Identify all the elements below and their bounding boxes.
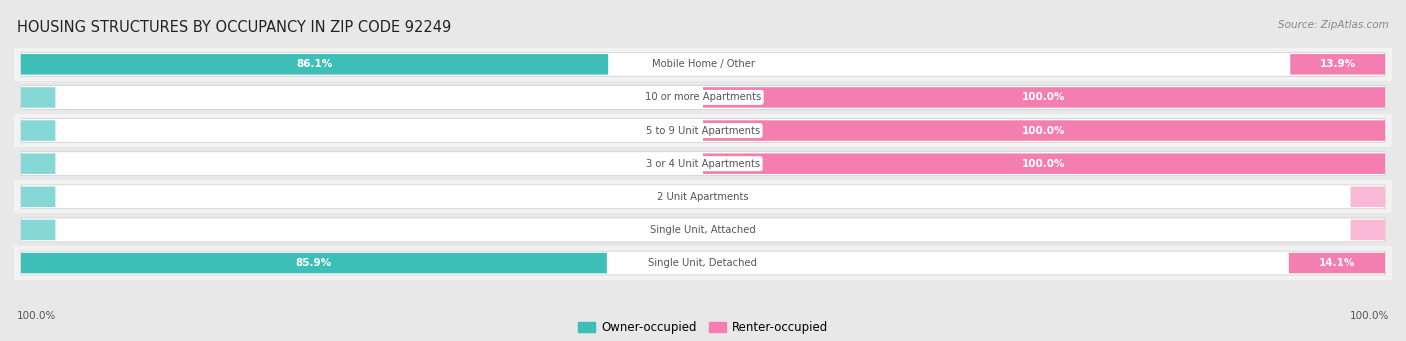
Text: Single Unit, Detached: Single Unit, Detached bbox=[648, 258, 758, 268]
Text: 13.9%: 13.9% bbox=[1320, 59, 1355, 69]
FancyBboxPatch shape bbox=[21, 54, 609, 75]
FancyBboxPatch shape bbox=[21, 53, 1385, 76]
Text: 0.0%: 0.0% bbox=[665, 192, 689, 202]
Text: HOUSING STRUCTURES BY OCCUPANCY IN ZIP CODE 92249: HOUSING STRUCTURES BY OCCUPANCY IN ZIP C… bbox=[17, 20, 451, 35]
FancyBboxPatch shape bbox=[21, 87, 55, 108]
FancyBboxPatch shape bbox=[14, 147, 1392, 180]
FancyBboxPatch shape bbox=[14, 114, 1392, 147]
FancyBboxPatch shape bbox=[703, 120, 1385, 141]
Text: 85.9%: 85.9% bbox=[295, 258, 332, 268]
Text: 0.0%: 0.0% bbox=[665, 92, 689, 102]
Text: 100.0%: 100.0% bbox=[1022, 125, 1066, 136]
FancyBboxPatch shape bbox=[21, 218, 1385, 242]
Text: 0.0%: 0.0% bbox=[665, 225, 689, 235]
Text: 100.0%: 100.0% bbox=[17, 311, 56, 321]
FancyBboxPatch shape bbox=[1289, 253, 1385, 273]
FancyBboxPatch shape bbox=[703, 153, 1385, 174]
FancyBboxPatch shape bbox=[14, 81, 1392, 114]
Legend: Owner-occupied, Renter-occupied: Owner-occupied, Renter-occupied bbox=[572, 316, 834, 339]
FancyBboxPatch shape bbox=[21, 185, 1385, 209]
Text: 0.0%: 0.0% bbox=[665, 159, 689, 169]
Text: 0.0%: 0.0% bbox=[717, 192, 741, 202]
Text: 10 or more Apartments: 10 or more Apartments bbox=[645, 92, 761, 102]
Text: 5 to 9 Unit Apartments: 5 to 9 Unit Apartments bbox=[645, 125, 761, 136]
FancyBboxPatch shape bbox=[21, 152, 1385, 176]
FancyBboxPatch shape bbox=[21, 119, 1385, 143]
Text: 0.0%: 0.0% bbox=[717, 225, 741, 235]
FancyBboxPatch shape bbox=[1351, 220, 1385, 240]
FancyBboxPatch shape bbox=[21, 220, 55, 240]
FancyBboxPatch shape bbox=[21, 153, 55, 174]
FancyBboxPatch shape bbox=[21, 120, 55, 141]
FancyBboxPatch shape bbox=[21, 86, 1385, 109]
Text: 3 or 4 Unit Apartments: 3 or 4 Unit Apartments bbox=[645, 159, 761, 169]
FancyBboxPatch shape bbox=[21, 251, 1385, 275]
FancyBboxPatch shape bbox=[21, 253, 607, 273]
Text: 86.1%: 86.1% bbox=[297, 59, 333, 69]
Text: 100.0%: 100.0% bbox=[1022, 159, 1066, 169]
FancyBboxPatch shape bbox=[1351, 187, 1385, 207]
Text: 100.0%: 100.0% bbox=[1350, 311, 1389, 321]
Text: 0.0%: 0.0% bbox=[665, 125, 689, 136]
Text: 14.1%: 14.1% bbox=[1319, 258, 1355, 268]
FancyBboxPatch shape bbox=[703, 87, 1385, 108]
Text: Source: ZipAtlas.com: Source: ZipAtlas.com bbox=[1278, 20, 1389, 30]
Text: Single Unit, Attached: Single Unit, Attached bbox=[650, 225, 756, 235]
Text: 2 Unit Apartments: 2 Unit Apartments bbox=[657, 192, 749, 202]
FancyBboxPatch shape bbox=[1291, 54, 1385, 75]
FancyBboxPatch shape bbox=[14, 247, 1392, 280]
FancyBboxPatch shape bbox=[14, 48, 1392, 81]
Text: Mobile Home / Other: Mobile Home / Other bbox=[651, 59, 755, 69]
FancyBboxPatch shape bbox=[21, 187, 55, 207]
FancyBboxPatch shape bbox=[14, 213, 1392, 247]
Text: 100.0%: 100.0% bbox=[1022, 92, 1066, 102]
FancyBboxPatch shape bbox=[14, 180, 1392, 213]
